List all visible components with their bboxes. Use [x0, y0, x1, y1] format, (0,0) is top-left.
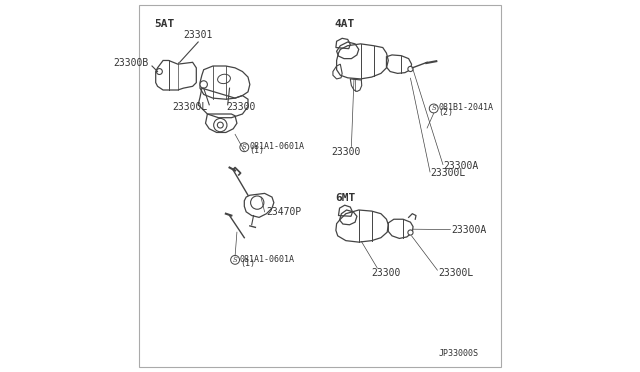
Text: 081A1-0601A: 081A1-0601A [240, 254, 295, 264]
Circle shape [408, 66, 413, 71]
Text: 23300L: 23300L [172, 102, 207, 112]
Text: (1): (1) [240, 259, 255, 268]
Text: S: S [233, 256, 237, 264]
Text: 23301: 23301 [184, 30, 213, 40]
Text: 23300: 23300 [226, 102, 255, 112]
Circle shape [230, 256, 239, 264]
Text: 081B1-2041A: 081B1-2041A [438, 103, 493, 112]
Text: 23300L: 23300L [431, 168, 466, 178]
Circle shape [251, 196, 264, 209]
Circle shape [218, 122, 223, 128]
Text: 23300B: 23300B [113, 58, 148, 68]
Text: 23300: 23300 [372, 268, 401, 278]
Circle shape [429, 104, 438, 113]
Text: JP33000S: JP33000S [439, 349, 479, 358]
Circle shape [214, 118, 227, 132]
Text: (2): (2) [438, 108, 453, 117]
Text: 23300A: 23300A [444, 161, 479, 171]
Text: S: S [242, 143, 246, 151]
Text: 23470P: 23470P [266, 207, 301, 217]
Text: 081A1-0601A: 081A1-0601A [249, 142, 304, 151]
Text: (1): (1) [249, 147, 264, 155]
Text: 6MT: 6MT [335, 193, 355, 203]
Text: 23300: 23300 [331, 147, 360, 157]
Text: 23300A: 23300A [451, 225, 486, 235]
Circle shape [200, 81, 207, 88]
Text: 23300L: 23300L [438, 268, 474, 278]
Circle shape [408, 230, 413, 235]
Text: 4AT: 4AT [335, 19, 355, 29]
Text: S: S [431, 105, 436, 112]
Text: 5AT: 5AT [154, 19, 174, 29]
Circle shape [156, 68, 163, 74]
Circle shape [240, 143, 249, 152]
